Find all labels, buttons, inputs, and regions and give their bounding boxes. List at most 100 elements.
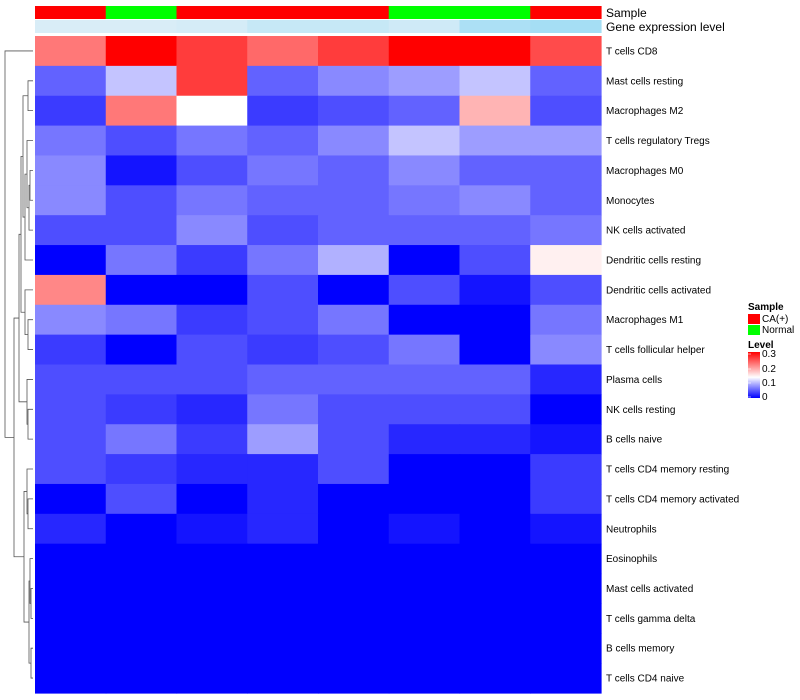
heatmap-cell xyxy=(105,95,178,127)
row-label: Macrophages M2 xyxy=(606,106,684,117)
heatmap-cell xyxy=(318,663,390,694)
heatmap-cell xyxy=(388,185,461,216)
row-label: Dendritic cells resting xyxy=(606,255,701,266)
row-label: Plasma cells xyxy=(606,375,662,386)
sample-annotation-cell xyxy=(35,6,107,19)
heatmap-cell xyxy=(318,155,390,186)
sample-legend-title: Sample xyxy=(748,302,784,313)
heatmap-cell xyxy=(388,543,461,575)
heatmap-cell xyxy=(247,603,319,634)
heatmap-cell xyxy=(35,245,107,276)
heatmap-cell xyxy=(318,215,390,246)
heatmap-cell xyxy=(176,483,248,515)
heatmap-cell xyxy=(105,573,178,605)
heatmap-cell xyxy=(35,155,107,186)
heatmap-cell xyxy=(105,513,178,545)
heatmap-cell xyxy=(35,663,107,694)
row-label: T cells regulatory Tregs xyxy=(606,136,710,147)
row-label: T cells CD4 memory resting xyxy=(606,465,729,476)
heatmap-cell xyxy=(530,424,602,455)
dendrogram-branch xyxy=(27,80,33,112)
sample-legend-label: Normal xyxy=(762,325,794,336)
expression-annotation-cell xyxy=(530,20,602,33)
heatmap-cell xyxy=(388,424,461,455)
heatmap-cell xyxy=(459,65,531,97)
heatmap-cell xyxy=(247,663,319,694)
heatmap-cell xyxy=(105,125,178,157)
dendrogram-branch xyxy=(27,319,33,350)
heatmap-cell xyxy=(247,36,319,67)
heatmap-cell xyxy=(318,334,390,366)
heatmap-cell xyxy=(459,573,531,605)
heatmap-cell xyxy=(247,65,319,97)
sample-legend-label: CA(+) xyxy=(762,314,788,325)
heatmap-cell xyxy=(459,334,531,366)
heatmap-cell xyxy=(176,245,248,276)
heatmap-cell xyxy=(459,364,531,395)
sample-legend-swatch xyxy=(748,314,760,324)
heatmap-cell xyxy=(105,334,178,366)
heatmap-cell xyxy=(247,155,319,186)
heatmap-cell xyxy=(388,125,461,157)
heatmap-cell xyxy=(318,573,390,605)
heatmap-cell xyxy=(247,364,319,395)
heatmap-cell xyxy=(247,424,319,455)
heatmap-cell xyxy=(176,65,248,97)
row-label: T cells CD4 naive xyxy=(606,674,685,685)
heatmap-cell xyxy=(176,424,248,455)
heatmap-cell xyxy=(247,543,319,575)
row-label: T cells follicular helper xyxy=(606,345,705,356)
heatmap-cell xyxy=(388,454,461,485)
row-label: Mast cells resting xyxy=(606,76,683,87)
heatmap-cell xyxy=(388,36,461,67)
heatmap-cell xyxy=(530,513,602,545)
expression-annotation-cell xyxy=(388,20,461,33)
heatmap-cell xyxy=(247,304,319,336)
heatmap-cell xyxy=(388,364,461,395)
heatmap-cell xyxy=(176,274,248,306)
dendrogram-branch xyxy=(29,558,33,604)
heatmap-cell xyxy=(176,663,248,694)
expression-annotation-cell xyxy=(247,20,319,33)
row-label: T cells gamma delta xyxy=(606,614,696,625)
heatmap-cell xyxy=(388,155,461,186)
heatmap-cell xyxy=(388,304,461,336)
heatmap-cell xyxy=(459,663,531,694)
heatmap-cell xyxy=(459,274,531,306)
heatmap-cell xyxy=(105,603,178,634)
heatmap-cell xyxy=(35,185,107,216)
heatmap-cell xyxy=(176,454,248,485)
row-label: Monocytes xyxy=(606,196,654,207)
annotation-label: Sample xyxy=(606,6,647,20)
heatmap-cell xyxy=(247,633,319,664)
dendrogram-branch xyxy=(24,289,33,336)
heatmap-cell xyxy=(176,543,248,575)
heatmap-cell xyxy=(176,95,248,127)
sample-annotation-cell xyxy=(247,6,319,19)
heatmap-cell xyxy=(247,573,319,605)
heatmap-cell xyxy=(459,304,531,336)
heatmap-cell xyxy=(388,394,461,425)
heatmap-cell xyxy=(318,95,390,127)
heatmap-cell xyxy=(318,364,390,395)
heatmap-cell xyxy=(105,633,178,664)
expression-annotation-cell xyxy=(318,20,390,33)
heatmap-cell xyxy=(105,304,178,336)
heatmap-cell xyxy=(176,364,248,395)
heatmap-cell xyxy=(176,215,248,246)
expression-annotation-cell xyxy=(105,20,178,33)
heatmap-cell xyxy=(105,483,178,515)
heatmap-cell xyxy=(35,125,107,157)
row-label: NK cells activated xyxy=(606,226,685,237)
heatmap-cell xyxy=(35,543,107,575)
heatmap-cell xyxy=(318,513,390,545)
heatmap-cell xyxy=(459,633,531,664)
heatmap-cell xyxy=(318,603,390,634)
heatmap-cell xyxy=(530,304,602,336)
row-label: Dendritic cells activated xyxy=(606,285,711,296)
heatmap-cell xyxy=(530,573,602,605)
heatmap-cell xyxy=(530,603,602,634)
heatmap-cell xyxy=(318,65,390,97)
expression-annotation-cell xyxy=(176,20,248,33)
